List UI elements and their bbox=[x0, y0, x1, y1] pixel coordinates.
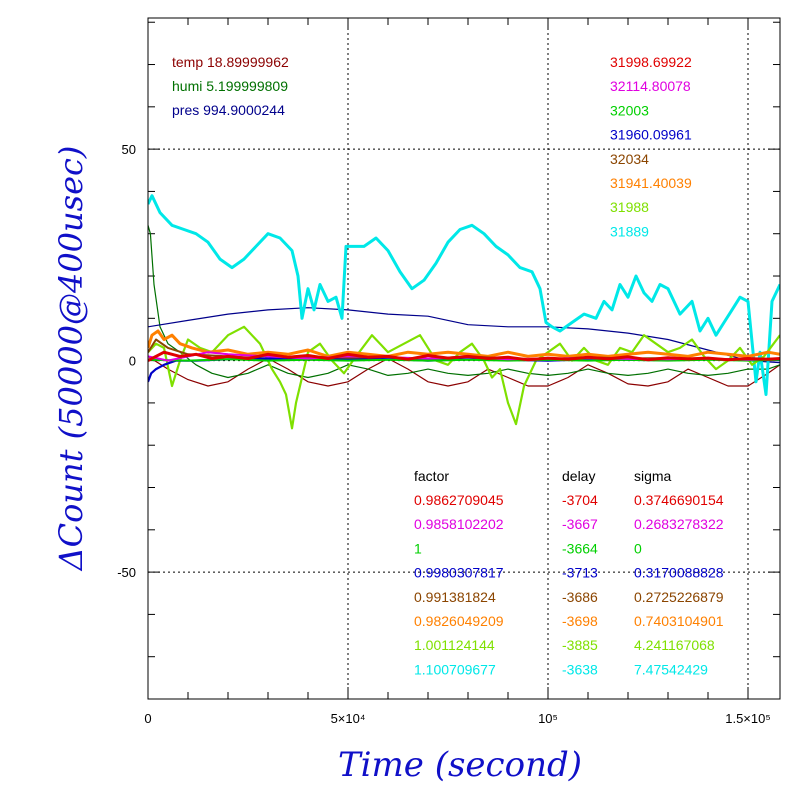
table-cell-factor: 0.9826049209 bbox=[414, 613, 504, 629]
table-cell-factor: 1.100709677 bbox=[414, 661, 496, 677]
reference-value: 31889 bbox=[610, 223, 649, 239]
environment-series bbox=[148, 225, 780, 387]
table-cell-delay: -3704 bbox=[562, 492, 598, 508]
x-tick-label: 5×10⁴ bbox=[331, 711, 366, 726]
reference-value: 31960.09961 bbox=[610, 127, 692, 143]
table-cell-sigma: 4.241167068 bbox=[634, 637, 715, 653]
plot-frame bbox=[147, 17, 781, 700]
tick-labels: 0 5×10⁴ 10⁵ 1.5×10⁵ 50 0 -50 bbox=[117, 142, 771, 726]
reference-value: 32034 bbox=[610, 151, 649, 167]
x-axis-title: Time (second) bbox=[338, 745, 582, 785]
table-cell-sigma: 0.3170088828 bbox=[634, 565, 724, 581]
env-legend-humi: humi 5.199999809 bbox=[172, 78, 288, 94]
reference-values-legend: 31998.69922 32114.80078 32003 31960.09961 32… bbox=[610, 54, 692, 239]
count-series-1-line bbox=[148, 194, 780, 396]
reference-value: 32114.80078 bbox=[610, 78, 691, 94]
table-cell-delay: -3638 bbox=[562, 661, 598, 677]
table-header-delay: delay bbox=[562, 468, 595, 484]
table-cell-delay: -3686 bbox=[562, 589, 598, 605]
env-legend-temp: temp 18.89999962 bbox=[172, 54, 289, 70]
x-tick-label: 0 bbox=[144, 711, 151, 726]
env-legend-pres: pres 994.9000244 bbox=[172, 102, 285, 118]
table-cell-sigma: 0 bbox=[634, 540, 642, 556]
count-series-6-line bbox=[148, 358, 780, 362]
environment-legend: temp 18.89999962 humi 5.199999809 pres 994… bbox=[172, 54, 289, 118]
table-cell-delay: -3667 bbox=[562, 516, 598, 532]
fit-statistics-table: factor delay sigma 0.9862709045 -3704 0.37466… bbox=[414, 468, 724, 677]
table-cell-delay: -3885 bbox=[562, 637, 598, 653]
table-cell-factor: 0.991381824 bbox=[414, 589, 496, 605]
y-tick-label: -50 bbox=[117, 565, 136, 580]
table-cell-factor: 0.9980307817 bbox=[414, 565, 504, 581]
count-series-7-line bbox=[148, 351, 780, 362]
table-cell-sigma: 0.2683278322 bbox=[634, 516, 724, 532]
y-tick-label: 0 bbox=[129, 354, 136, 369]
count-series-8-line bbox=[148, 350, 780, 362]
table-cell-sigma: 0.3746690154 bbox=[634, 492, 724, 508]
reference-value: 32003 bbox=[610, 102, 649, 118]
x-tick-label: 10⁵ bbox=[538, 711, 558, 726]
reference-value: 31941.40039 bbox=[610, 175, 692, 191]
table-header-sigma: sigma bbox=[634, 468, 672, 484]
x-tick-label: 1.5×10⁵ bbox=[725, 711, 771, 726]
table-cell-factor: 1 bbox=[414, 540, 422, 556]
table-cell-factor: 0.9862709045 bbox=[414, 492, 504, 508]
series-humi-line bbox=[148, 225, 780, 379]
table-cell-delay: -3664 bbox=[562, 540, 598, 556]
table-cell-sigma: 0.7403104901 bbox=[634, 613, 724, 629]
count-series bbox=[148, 194, 780, 430]
table-cell-sigma: 0.2725226879 bbox=[634, 589, 724, 605]
table-cell-sigma: 7.47542429 bbox=[634, 661, 708, 677]
table-cell-delay: -3698 bbox=[562, 613, 598, 629]
y-tick-label: 50 bbox=[122, 142, 136, 157]
y-axis-title: ΔCount (50000@400usec) bbox=[52, 146, 90, 573]
table-header-factor: factor bbox=[414, 468, 449, 484]
series-pres-line bbox=[148, 307, 780, 364]
table-cell-factor: 1.001124144 bbox=[414, 637, 495, 653]
reference-value: 31988 bbox=[610, 199, 649, 215]
reference-value: 31998.69922 bbox=[610, 54, 692, 70]
table-cell-factor: 0.9858102202 bbox=[414, 516, 504, 532]
series-temp-line bbox=[148, 355, 780, 387]
table-cell-delay: -3713 bbox=[562, 565, 598, 581]
